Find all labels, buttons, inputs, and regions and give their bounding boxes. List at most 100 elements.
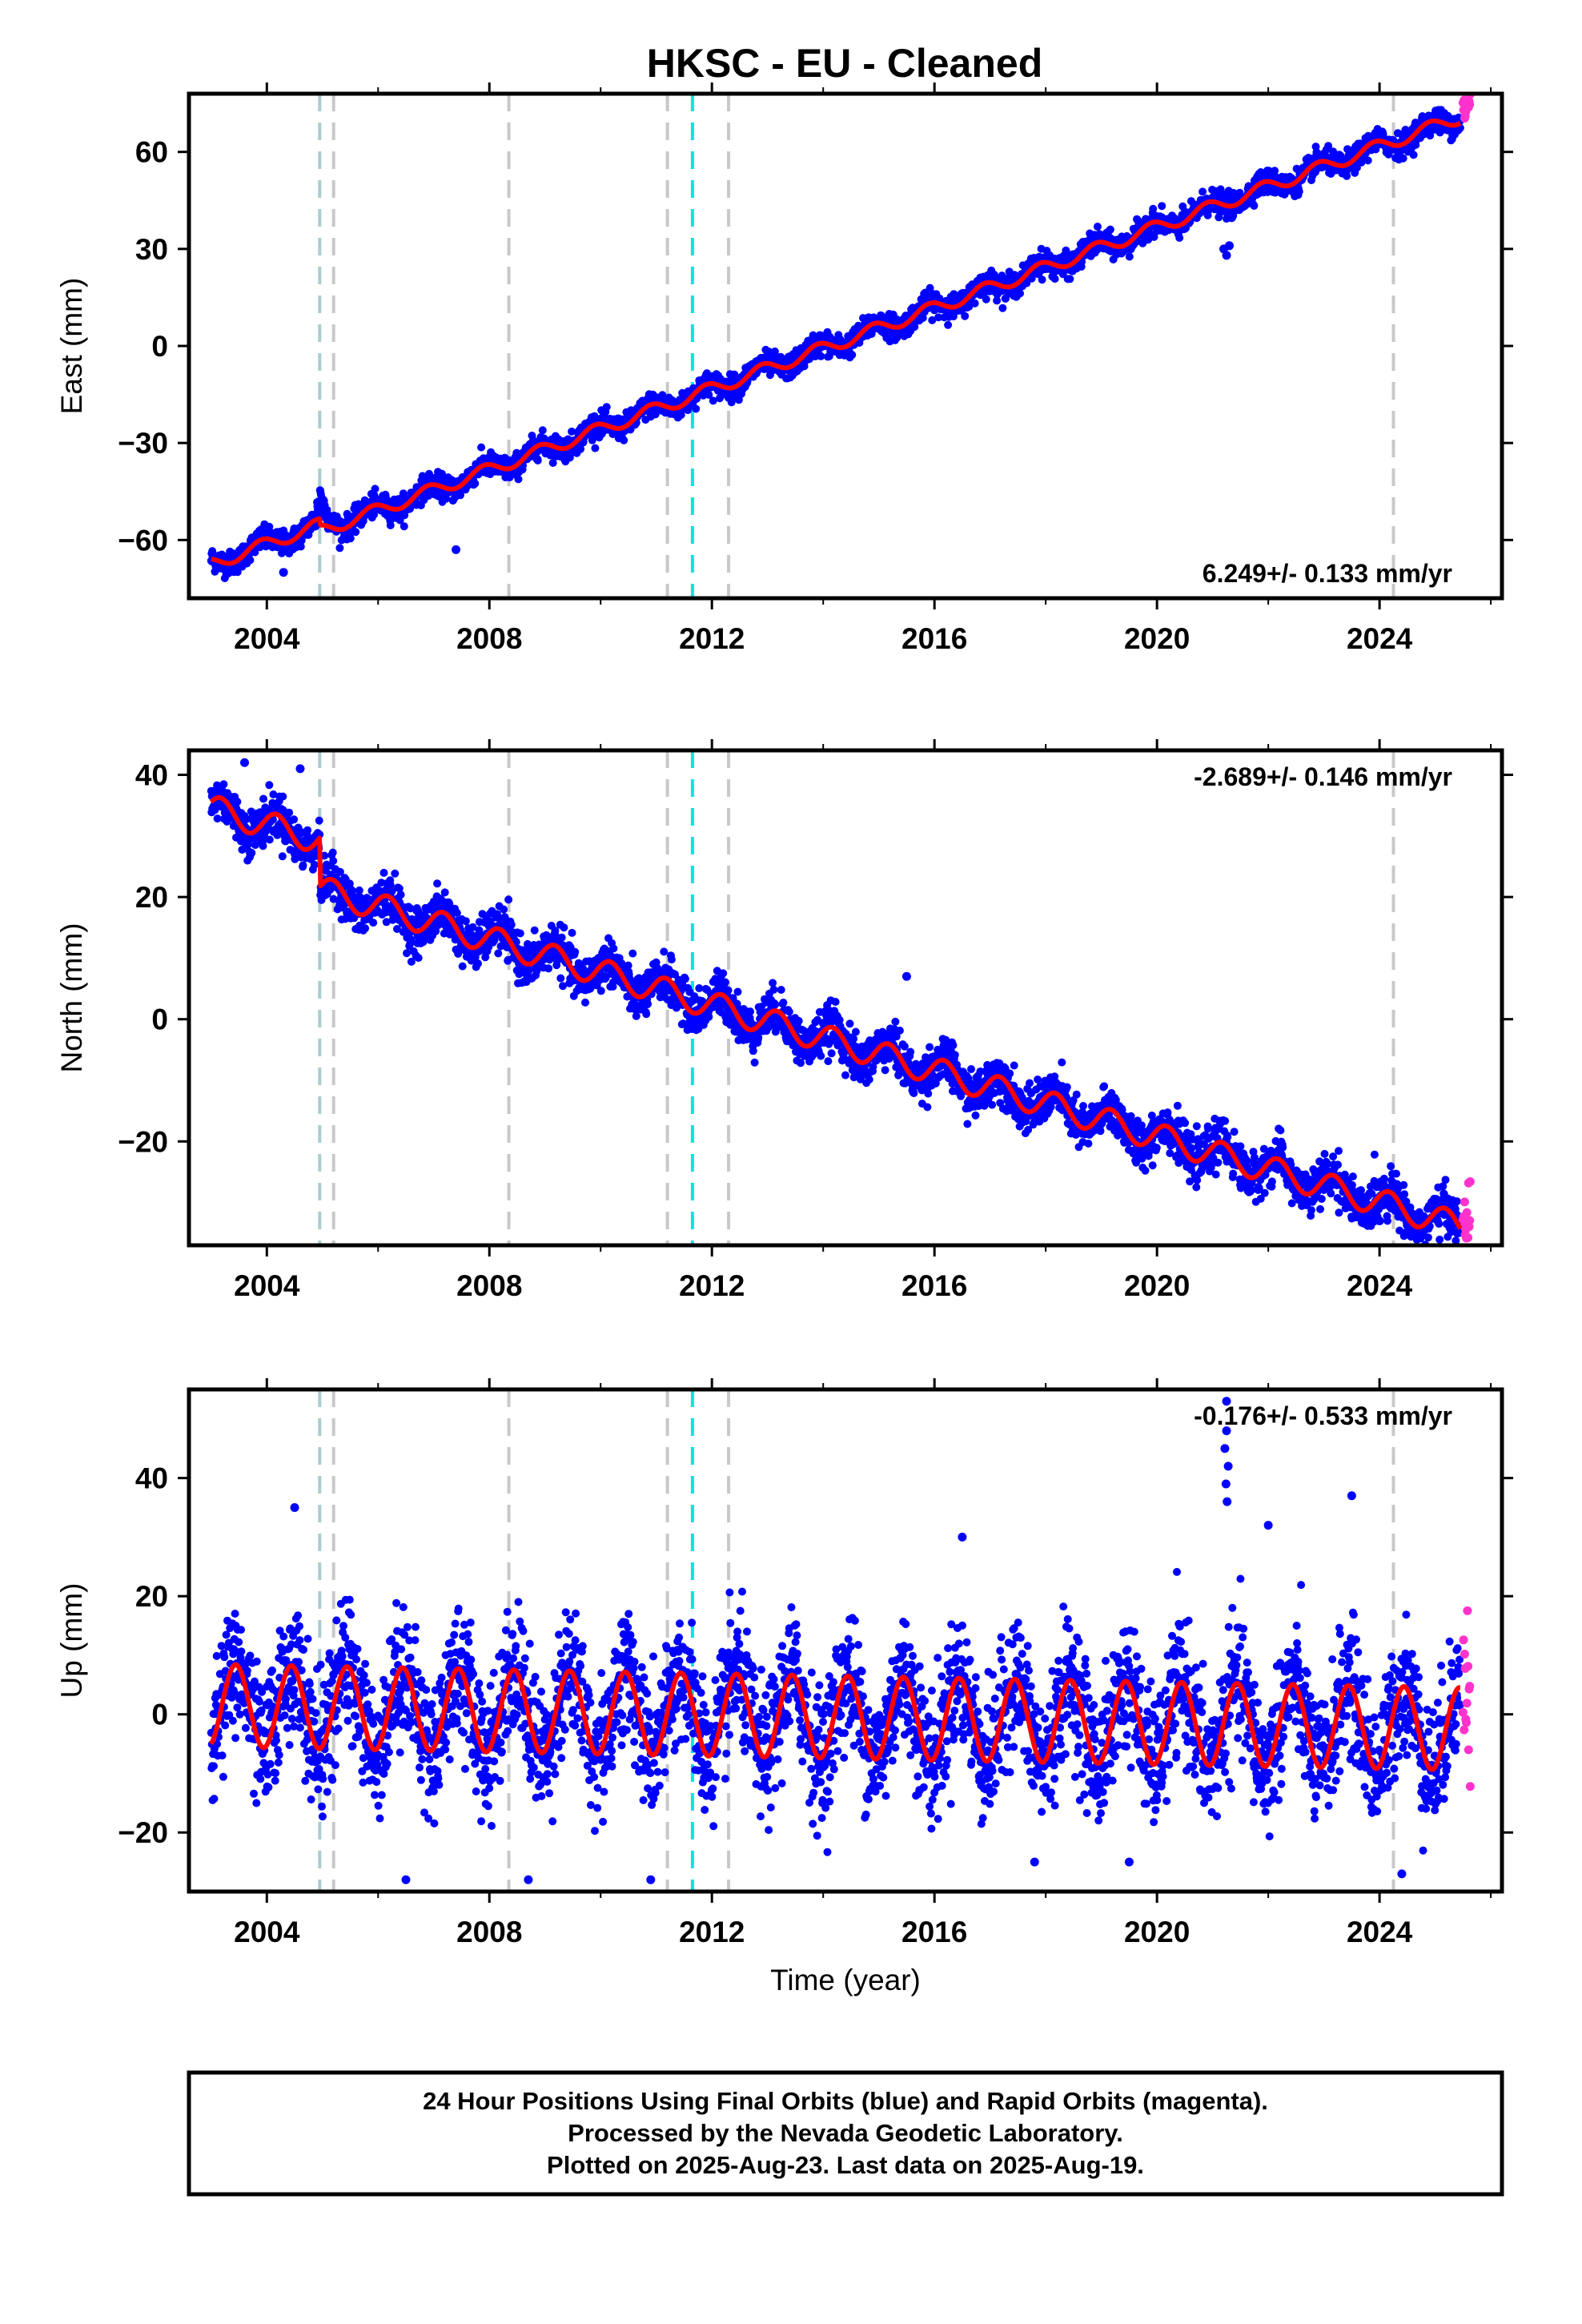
east-final-orbit-point <box>1175 234 1184 242</box>
east-final-orbit-point <box>370 510 379 519</box>
east-final-orbit-point <box>1125 252 1134 261</box>
north-final-orbit-point <box>278 852 287 861</box>
north-final-orbit-point <box>557 933 566 942</box>
east-x-tick-label: 2004 <box>234 622 300 655</box>
east-outlier-point <box>1224 241 1234 251</box>
east-final-orbit-point <box>1106 225 1114 234</box>
east-x-tick-label: 2012 <box>679 622 745 655</box>
east-final-orbit-point <box>311 522 320 530</box>
east-final-orbit-point <box>471 479 480 488</box>
east-outlier-point <box>452 545 461 554</box>
east-x-tick-label: 2020 <box>1124 622 1190 655</box>
north-final-orbit-point <box>433 879 442 888</box>
north-final-orbit-point <box>259 794 267 803</box>
north-final-orbit-point <box>733 987 742 996</box>
north-final-orbit-point <box>609 944 618 953</box>
east-final-orbit-point <box>926 283 934 292</box>
north-final-orbit-point <box>721 978 729 987</box>
east-final-orbit-point <box>442 494 451 503</box>
east-final-orbit-point <box>565 453 574 462</box>
east-final-orbit-point <box>1016 289 1024 298</box>
east-final-orbit-point <box>400 522 408 531</box>
north-final-orbit-point <box>310 860 319 869</box>
east-final-orbit-point <box>505 473 514 482</box>
north-final-orbit-point <box>724 986 733 995</box>
north-final-orbit-point <box>507 920 516 929</box>
north-final-orbit-point <box>452 909 461 917</box>
north-final-orbit-point <box>568 928 576 937</box>
east-y-tick-label: 60 <box>135 136 168 169</box>
east-final-orbit-point <box>208 547 217 556</box>
north-final-orbit-point <box>461 917 470 926</box>
east-final-orbit-point <box>400 511 409 520</box>
east-y-tick-label: 30 <box>135 233 168 266</box>
north-final-orbit-point <box>259 842 267 850</box>
east-rate-label: 6.249+/- 0.133 mm/yr <box>1203 559 1452 588</box>
north-final-orbit-point <box>494 949 503 958</box>
east-panel: 2004 2008 2012 2016 2020 2024−60−3003060East … <box>55 82 1513 655</box>
north-final-orbit-point <box>265 835 274 844</box>
east-final-orbit-point <box>1295 187 1303 196</box>
east-final-orbit-point <box>591 444 600 452</box>
east-plot-area <box>207 94 1475 598</box>
east-final-orbit-point <box>770 347 779 356</box>
east-final-orbit-point <box>1199 187 1207 196</box>
east-final-orbit-point <box>1363 156 1372 165</box>
east-final-orbit-point <box>265 522 274 531</box>
east-final-orbit-point <box>944 320 953 329</box>
east-final-orbit-point <box>335 544 344 553</box>
east-final-orbit-point <box>346 534 355 543</box>
north-final-orbit-point <box>233 798 242 806</box>
east-y-axis-label: East (mm) <box>55 278 88 415</box>
east-final-orbit-point <box>970 299 979 308</box>
north-final-orbit-point <box>361 924 370 933</box>
east-final-orbit-point <box>993 296 1002 305</box>
east-final-orbit-point <box>1062 246 1070 255</box>
north-final-orbit-point <box>705 1012 713 1021</box>
north-final-orbit-point <box>458 962 467 971</box>
north-final-orbit-point <box>746 1007 755 1016</box>
north-final-orbit-point <box>299 861 307 870</box>
north-final-orbit-point <box>644 999 652 1008</box>
north-final-orbit-point <box>315 816 323 825</box>
east-final-orbit-point <box>998 304 1007 312</box>
east-x-tick-label: 2008 <box>456 622 522 655</box>
east-final-orbit-point <box>533 456 542 464</box>
north-final-orbit-point <box>556 974 565 983</box>
north-final-orbit-point <box>303 826 312 834</box>
east-final-orbit-point <box>709 396 717 405</box>
east-final-orbit-point <box>1093 223 1102 231</box>
east-final-orbit-point <box>251 548 259 557</box>
east-y-tick-label: −30 <box>118 427 168 460</box>
east-final-orbit-point <box>982 295 990 304</box>
east-final-orbit-point <box>1050 275 1059 283</box>
east-final-orbit-point <box>928 316 937 324</box>
east-final-orbit-point <box>351 528 360 537</box>
north-final-orbit-point <box>560 923 568 932</box>
north-final-orbit-point <box>667 955 676 964</box>
north-final-orbit-point <box>247 848 256 857</box>
east-y-tick-label: −60 <box>118 524 168 557</box>
north-final-orbit-point <box>750 1058 759 1067</box>
east-final-orbit-point <box>371 485 379 493</box>
east-final-orbit-point <box>692 404 701 413</box>
east-rapid-orbit-point <box>1465 99 1475 109</box>
north-final-orbit-point <box>632 1011 640 1020</box>
east-outlier-point <box>279 568 288 577</box>
north-final-orbit-point <box>581 998 589 1007</box>
east-final-orbit-point <box>1066 275 1074 283</box>
east-final-orbit-point <box>296 542 305 551</box>
east-final-orbit-point <box>817 352 825 360</box>
north-final-orbit-point <box>279 792 287 801</box>
east-final-orbit-point <box>658 391 667 400</box>
east-final-orbit-point <box>961 312 970 320</box>
east-y-tick-label: 0 <box>151 330 168 363</box>
east-final-orbit-point <box>1409 151 1418 159</box>
north-final-orbit-point <box>571 947 580 956</box>
north-final-orbit-point <box>329 857 338 865</box>
north-final-orbit-point <box>379 868 388 877</box>
east-final-orbit-point <box>1002 294 1010 303</box>
east-final-orbit-point <box>576 444 585 453</box>
east-x-tick-label: 2016 <box>901 622 967 655</box>
north-final-orbit-point <box>290 815 299 824</box>
